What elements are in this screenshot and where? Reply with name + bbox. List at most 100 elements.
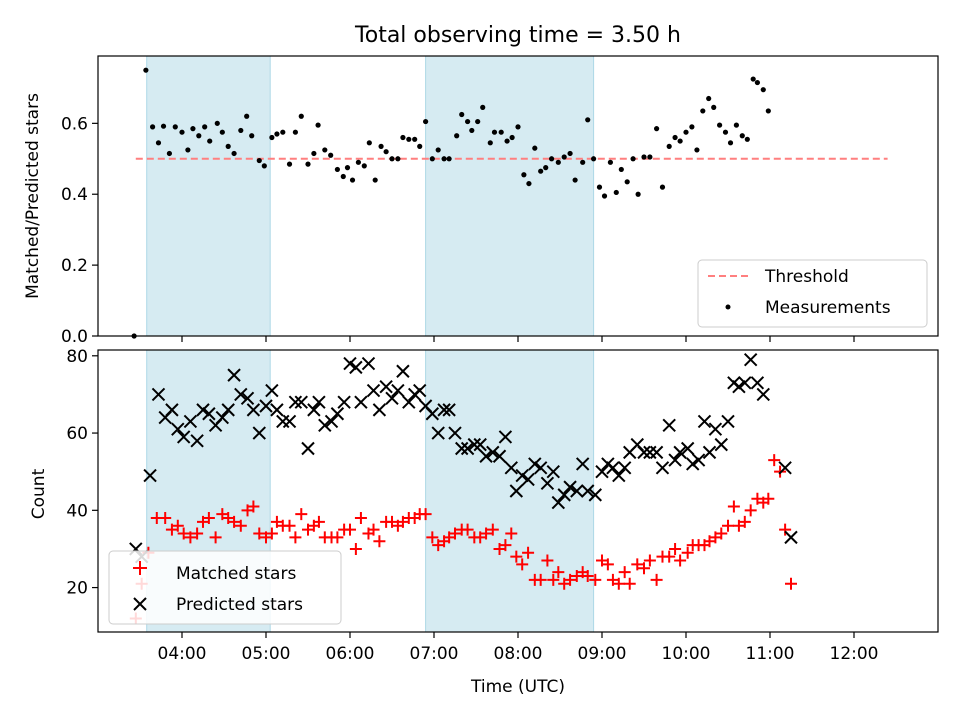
predicted-star-point (708, 422, 723, 436)
bottom-y-tick-label: 40 (66, 501, 88, 521)
measurement-point (694, 147, 700, 153)
predicted-star-point (668, 453, 682, 467)
measurement-point (417, 143, 423, 149)
predicted-star-point (221, 403, 235, 417)
figure-title: Total observing time = 3.50 h (354, 23, 681, 48)
predicted-star-point (265, 383, 279, 398)
measurement-point (334, 166, 340, 173)
legend-measurements-swatch (725, 304, 731, 310)
predicted-star-point (588, 488, 602, 502)
measurement-point (689, 124, 695, 130)
predicted-star-point (294, 395, 308, 409)
matched-star-point (480, 527, 493, 540)
top-y-ticks: 0.0 0.2 0.4 0.6 (61, 114, 98, 347)
predicted-star-point (486, 445, 500, 460)
measurement-point (475, 118, 481, 125)
measurement-point (677, 138, 683, 144)
predicted-star-point (557, 488, 571, 502)
matched-star-point (234, 519, 247, 532)
measurement-point (256, 157, 262, 164)
matched-star-point (510, 550, 523, 563)
predicted-star-point (784, 530, 798, 545)
measurement-point (292, 129, 298, 135)
predicted-star-point (396, 364, 410, 378)
predicted-star-point (282, 414, 297, 429)
predicted-star-point (504, 461, 518, 475)
matched-star-point (722, 519, 734, 532)
predicted-star-point (778, 461, 792, 475)
measurement-point (521, 172, 527, 178)
bottom-y-tick-label: 20 (66, 579, 88, 599)
measurement-point (225, 143, 231, 149)
measurement-point (446, 156, 452, 162)
measurement-point (498, 129, 504, 135)
predicted-star-point (551, 495, 566, 510)
predicted-star-point (234, 387, 248, 402)
matched-star-point (228, 515, 241, 528)
measurement-point (672, 134, 678, 141)
predicted-star-point (246, 403, 261, 417)
measurement-point (469, 127, 475, 134)
measurement-point (185, 147, 191, 153)
shaded-interval (146, 55, 271, 337)
predicted-star-point (563, 480, 577, 494)
predicted-star-point (738, 376, 752, 390)
legend-measurements-label: Measurements (765, 298, 891, 318)
measurement-point (580, 159, 586, 165)
measurement-point (344, 165, 351, 171)
measurement-point (538, 168, 544, 174)
measurement-point (717, 122, 723, 128)
measurement-point (406, 136, 412, 142)
predicted-star-point (655, 461, 670, 475)
matched-star-point (744, 504, 757, 517)
measurement-point (727, 140, 734, 146)
bottom-y-axis-label: Count (29, 468, 49, 519)
measurement-point (441, 156, 447, 162)
measurement-point (515, 124, 521, 130)
measurement-point (700, 108, 706, 114)
matched-star-point (283, 519, 296, 532)
predicted-star-point (448, 426, 462, 440)
predicted-star-point (662, 418, 676, 433)
matched-star-point (184, 531, 197, 544)
matched-star-point (349, 542, 362, 555)
legend-predicted-swatch (133, 597, 147, 611)
measurement-point (196, 133, 202, 139)
measurement-point (647, 154, 653, 160)
measurement-point (454, 133, 460, 139)
matched-star-point (779, 523, 792, 536)
measurement-point (739, 133, 745, 139)
predicted-star-point (379, 379, 393, 394)
matched-star-point (547, 573, 560, 586)
measurement-point (322, 147, 328, 153)
predicted-star-point (612, 468, 626, 483)
top-shaded-intervals (146, 55, 595, 337)
measurement-point (298, 113, 304, 119)
measurement-point (706, 95, 712, 102)
measurement-point (744, 136, 750, 142)
matched-star-point (663, 550, 676, 563)
measurement-point (150, 124, 156, 130)
predicted-star-point (697, 414, 712, 429)
measurement-point (526, 180, 532, 187)
matched-star-point (643, 554, 656, 567)
predicted-star-point (183, 414, 198, 429)
legend-predicted-label: Predicted stars (176, 595, 303, 615)
matched-star-point (419, 508, 432, 521)
measurement-point (532, 145, 538, 151)
predicted-star-point (702, 445, 717, 460)
measurement-point (641, 154, 647, 160)
matched-star-point (785, 577, 797, 590)
measurement-point (328, 152, 334, 158)
predicted-star-point (606, 461, 620, 475)
measurement-point (607, 159, 614, 165)
matched-star-point (534, 573, 547, 586)
predicted-star-point (570, 484, 584, 498)
top-y-tick-label: 0.0 (61, 327, 88, 347)
matched-star-point (674, 554, 687, 567)
matched-star-point (669, 542, 682, 555)
measurement-point (509, 134, 515, 141)
top-x-ticks (181, 336, 855, 342)
measurement-point (214, 120, 220, 126)
